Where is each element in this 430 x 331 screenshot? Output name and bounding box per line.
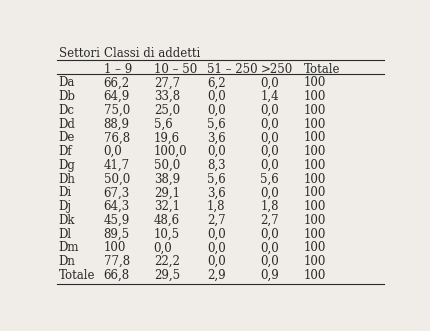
Text: 0,0: 0,0 [261, 159, 279, 172]
Text: Totale: Totale [59, 269, 95, 282]
Text: 10,5: 10,5 [154, 228, 180, 241]
Text: 0,9: 0,9 [261, 269, 279, 282]
Text: Dh: Dh [59, 173, 76, 186]
Text: 38,9: 38,9 [154, 173, 180, 186]
Text: 48,6: 48,6 [154, 214, 180, 227]
Text: 0,0: 0,0 [154, 242, 172, 255]
Text: 27,7: 27,7 [154, 76, 180, 89]
Text: Settori: Settori [59, 47, 100, 60]
Text: 0,0: 0,0 [104, 145, 123, 158]
Text: 50,0: 50,0 [104, 173, 130, 186]
Text: 100: 100 [104, 242, 126, 255]
Text: 0,0: 0,0 [207, 228, 226, 241]
Text: 0,0: 0,0 [207, 242, 226, 255]
Text: 100: 100 [304, 145, 326, 158]
Text: 64,9: 64,9 [104, 90, 130, 103]
Text: 0,0: 0,0 [261, 76, 279, 89]
Text: 22,2: 22,2 [154, 255, 180, 268]
Text: 2,7: 2,7 [207, 214, 226, 227]
Text: Totale: Totale [304, 63, 340, 75]
Text: Dl: Dl [59, 228, 72, 241]
Text: 100: 100 [304, 76, 326, 89]
Text: 0,0: 0,0 [207, 255, 226, 268]
Text: 5,6: 5,6 [207, 173, 226, 186]
Text: Dk: Dk [59, 214, 75, 227]
Text: 100: 100 [304, 186, 326, 200]
Text: Dg: Dg [59, 159, 76, 172]
Text: 100: 100 [304, 118, 326, 131]
Text: 66,2: 66,2 [104, 76, 130, 89]
Text: 10 – 50: 10 – 50 [154, 63, 197, 75]
Text: 1 – 9: 1 – 9 [104, 63, 132, 75]
Text: 33,8: 33,8 [154, 90, 180, 103]
Text: 32,1: 32,1 [154, 200, 180, 213]
Text: 19,6: 19,6 [154, 131, 180, 144]
Text: 76,8: 76,8 [104, 131, 130, 144]
Text: >250: >250 [261, 63, 292, 75]
Text: 0,0: 0,0 [261, 228, 279, 241]
Text: 0,0: 0,0 [261, 186, 279, 200]
Text: 100: 100 [304, 90, 326, 103]
Text: 0,0: 0,0 [261, 145, 279, 158]
Text: 75,0: 75,0 [104, 104, 130, 117]
Text: 0,0: 0,0 [261, 255, 279, 268]
Text: 8,3: 8,3 [207, 159, 226, 172]
Text: 100: 100 [304, 214, 326, 227]
Text: 100: 100 [304, 173, 326, 186]
Text: 0,0: 0,0 [261, 242, 279, 255]
Text: 0,0: 0,0 [207, 104, 226, 117]
Text: Dc: Dc [59, 104, 75, 117]
Text: 0,0: 0,0 [261, 118, 279, 131]
Text: Da: Da [59, 76, 75, 89]
Text: 2,9: 2,9 [207, 269, 226, 282]
Text: 100,0: 100,0 [154, 145, 187, 158]
Text: Dd: Dd [59, 118, 76, 131]
Text: Dm: Dm [59, 242, 79, 255]
Text: Classi di addetti: Classi di addetti [104, 47, 200, 60]
Text: 1,8: 1,8 [261, 200, 279, 213]
Text: 88,9: 88,9 [104, 118, 130, 131]
Text: 5,6: 5,6 [154, 118, 172, 131]
Text: 100: 100 [304, 269, 326, 282]
Text: 2,7: 2,7 [261, 214, 279, 227]
Text: Db: Db [59, 90, 76, 103]
Text: 100: 100 [304, 159, 326, 172]
Text: Di: Di [59, 186, 72, 200]
Text: 89,5: 89,5 [104, 228, 130, 241]
Text: Df: Df [59, 145, 72, 158]
Text: Dn: Dn [59, 255, 76, 268]
Text: 0,0: 0,0 [207, 90, 226, 103]
Text: 0,0: 0,0 [261, 131, 279, 144]
Text: 3,6: 3,6 [207, 186, 226, 200]
Text: 29,5: 29,5 [154, 269, 180, 282]
Text: 3,6: 3,6 [207, 131, 226, 144]
Text: 1,4: 1,4 [261, 90, 279, 103]
Text: 67,3: 67,3 [104, 186, 130, 200]
Text: 5,6: 5,6 [261, 173, 279, 186]
Text: 100: 100 [304, 104, 326, 117]
Text: 45,9: 45,9 [104, 214, 130, 227]
Text: 77,8: 77,8 [104, 255, 130, 268]
Text: 100: 100 [304, 242, 326, 255]
Text: 50,0: 50,0 [154, 159, 180, 172]
Text: 100: 100 [304, 200, 326, 213]
Text: 29,1: 29,1 [154, 186, 180, 200]
Text: 41,7: 41,7 [104, 159, 130, 172]
Text: 66,8: 66,8 [104, 269, 130, 282]
Text: 25,0: 25,0 [154, 104, 180, 117]
Text: 0,0: 0,0 [261, 104, 279, 117]
Text: De: De [59, 131, 75, 144]
Text: Dj: Dj [59, 200, 72, 213]
Text: 100: 100 [304, 131, 326, 144]
Text: 51 – 250: 51 – 250 [207, 63, 258, 75]
Text: 0,0: 0,0 [207, 145, 226, 158]
Text: 100: 100 [304, 255, 326, 268]
Text: 1,8: 1,8 [207, 200, 226, 213]
Text: 64,3: 64,3 [104, 200, 130, 213]
Text: 100: 100 [304, 228, 326, 241]
Text: 5,6: 5,6 [207, 118, 226, 131]
Text: 6,2: 6,2 [207, 76, 226, 89]
